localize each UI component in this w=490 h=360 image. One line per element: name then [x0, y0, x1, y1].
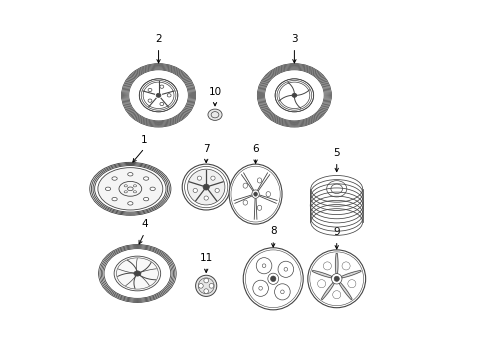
Ellipse shape	[134, 271, 141, 276]
Ellipse shape	[112, 177, 117, 180]
Ellipse shape	[167, 94, 171, 97]
Ellipse shape	[243, 200, 247, 205]
Ellipse shape	[278, 261, 294, 277]
Ellipse shape	[211, 176, 215, 180]
Ellipse shape	[256, 258, 272, 274]
Ellipse shape	[332, 274, 342, 284]
Text: 10: 10	[208, 87, 221, 97]
Polygon shape	[339, 283, 352, 300]
Ellipse shape	[144, 177, 149, 180]
Ellipse shape	[188, 169, 225, 205]
Ellipse shape	[323, 262, 331, 270]
Ellipse shape	[128, 202, 133, 205]
Ellipse shape	[160, 102, 164, 105]
Ellipse shape	[266, 192, 270, 197]
Ellipse shape	[203, 184, 209, 190]
Ellipse shape	[139, 79, 178, 112]
Ellipse shape	[133, 185, 137, 187]
Ellipse shape	[292, 93, 297, 97]
Ellipse shape	[333, 291, 341, 299]
Polygon shape	[321, 283, 334, 300]
Ellipse shape	[334, 276, 340, 282]
Ellipse shape	[112, 197, 117, 201]
Ellipse shape	[148, 88, 152, 92]
Ellipse shape	[257, 205, 262, 210]
Ellipse shape	[208, 109, 222, 120]
Polygon shape	[342, 270, 361, 278]
Text: 4: 4	[141, 219, 148, 229]
Ellipse shape	[229, 164, 282, 224]
Ellipse shape	[128, 172, 133, 176]
Ellipse shape	[105, 187, 111, 190]
Ellipse shape	[308, 250, 366, 308]
Ellipse shape	[182, 164, 230, 210]
Ellipse shape	[148, 99, 152, 102]
Ellipse shape	[275, 79, 314, 112]
Ellipse shape	[198, 284, 203, 288]
Ellipse shape	[193, 188, 197, 193]
Text: 5: 5	[333, 148, 340, 158]
Ellipse shape	[204, 278, 209, 283]
Ellipse shape	[114, 256, 161, 291]
Ellipse shape	[348, 280, 356, 288]
Polygon shape	[336, 253, 338, 274]
Text: 2: 2	[155, 34, 162, 44]
Ellipse shape	[253, 280, 269, 296]
Ellipse shape	[342, 262, 350, 270]
Ellipse shape	[262, 264, 266, 267]
Ellipse shape	[133, 191, 137, 193]
Ellipse shape	[215, 188, 220, 193]
Ellipse shape	[209, 284, 214, 288]
Ellipse shape	[243, 183, 247, 188]
Ellipse shape	[284, 267, 288, 271]
Text: 11: 11	[199, 253, 213, 263]
Text: 9: 9	[333, 227, 340, 237]
Ellipse shape	[204, 196, 208, 200]
Ellipse shape	[254, 192, 257, 196]
Ellipse shape	[259, 287, 263, 290]
Ellipse shape	[318, 280, 326, 288]
Polygon shape	[312, 270, 332, 278]
Text: 1: 1	[141, 135, 148, 145]
Ellipse shape	[243, 248, 303, 310]
Ellipse shape	[144, 197, 149, 201]
Text: 3: 3	[291, 34, 298, 44]
Ellipse shape	[270, 276, 276, 282]
Ellipse shape	[197, 176, 201, 180]
Ellipse shape	[150, 187, 155, 190]
Ellipse shape	[257, 178, 262, 183]
Text: 6: 6	[252, 144, 259, 154]
Ellipse shape	[156, 93, 161, 97]
Ellipse shape	[124, 191, 127, 193]
Text: 8: 8	[270, 226, 276, 237]
Ellipse shape	[281, 290, 284, 294]
Ellipse shape	[124, 185, 127, 187]
Ellipse shape	[274, 284, 290, 300]
Text: 7: 7	[203, 144, 210, 154]
Ellipse shape	[98, 168, 163, 210]
Ellipse shape	[160, 85, 164, 88]
Ellipse shape	[204, 289, 209, 293]
Ellipse shape	[196, 275, 217, 296]
